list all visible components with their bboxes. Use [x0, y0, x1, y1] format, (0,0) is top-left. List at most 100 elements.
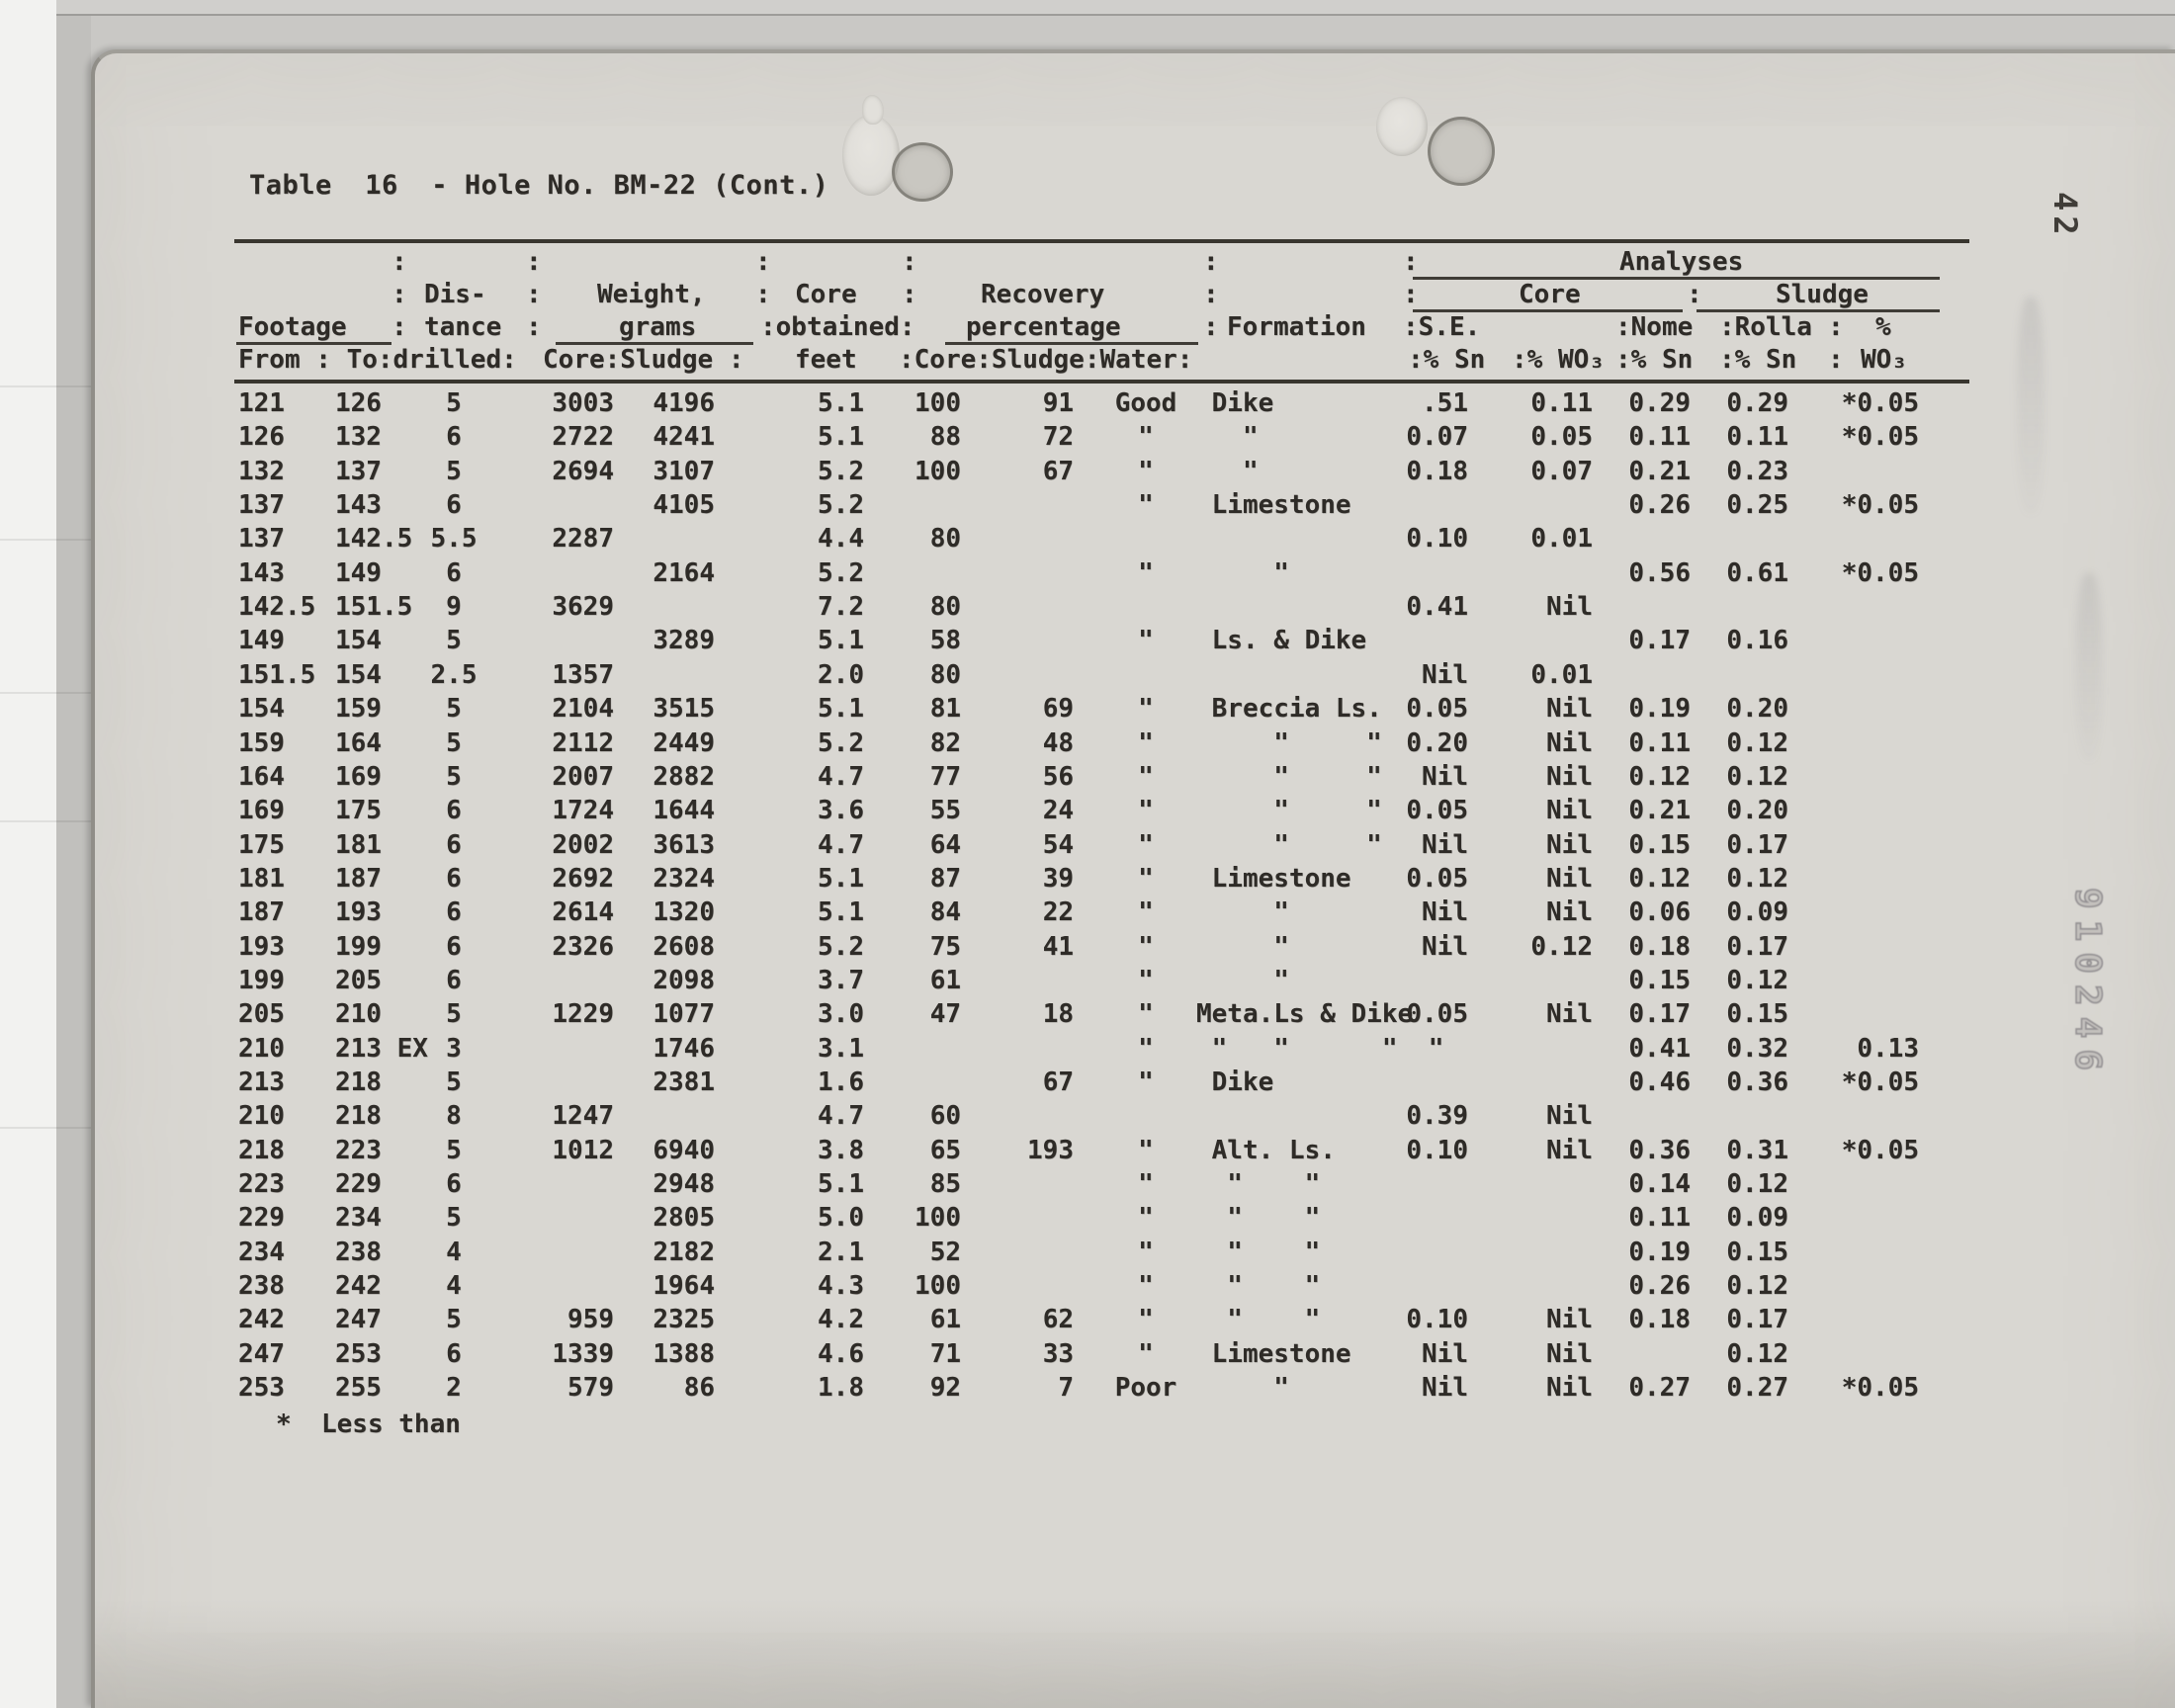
ink-stain-blob — [1376, 97, 1428, 156]
cell-from: 193 — [238, 931, 285, 962]
header-rule-top — [234, 239, 1969, 243]
cell-rolla-sn: 0.12 — [1726, 1271, 1788, 1302]
header-token: Footage — [238, 312, 347, 342]
header-token: : — [1687, 280, 1702, 309]
table-row: 213 218 5 2381 1.6 67 " Dike 0.46 0.36 *0.05 — [95, 1069, 2175, 1103]
cell-formation: Dike — [1196, 388, 1274, 418]
cell-from: 253 — [238, 1373, 285, 1404]
cell-core-wo3: 0.01 — [1530, 659, 1593, 690]
cell-sludge-grams: 4196 — [652, 388, 715, 418]
cell-core-grams: 3629 — [552, 592, 614, 623]
header-token: : — [526, 312, 542, 342]
cell-to: 164 — [335, 727, 382, 758]
cell-from: 137 — [238, 490, 285, 521]
cell-se-sn: 0.39 — [1406, 1101, 1468, 1132]
cell-distance: 3 — [446, 1033, 462, 1064]
cell-distance: 6 — [446, 1338, 462, 1369]
cell-core-wo3: Nil — [1546, 1338, 1593, 1369]
cell-feet: 5.2 — [818, 456, 864, 486]
cell-water: " — [1138, 965, 1154, 995]
cell-rolla-sn: 0.12 — [1726, 1338, 1788, 1369]
header-token: grams — [619, 312, 697, 342]
cell-core-wo3: Nil — [1546, 1101, 1593, 1132]
cell-distance: 5 — [446, 1203, 462, 1234]
cell-to: 154 — [335, 659, 382, 690]
cell-feet: 5.2 — [818, 931, 864, 962]
cell-core-wo3: Nil — [1546, 863, 1593, 894]
cell-nome-sn: 0.15 — [1628, 965, 1691, 995]
table-row: 149 154 5 3289 5.1 58 " Ls. & Dike 0.17 0.16 — [95, 628, 2175, 661]
header-token: feet — [795, 345, 857, 375]
cell-formation: Alt. Ls. — [1196, 1135, 1336, 1165]
cell-core-grams: 1012 — [552, 1135, 614, 1165]
cell-core-grams: 2007 — [552, 761, 614, 792]
header-token: : — [1203, 312, 1219, 342]
cell-rec-sludge: 18 — [1042, 999, 1074, 1030]
header-token: :Core:Sludge:Water: — [899, 345, 1193, 375]
scanner-streak — [0, 1127, 91, 1129]
header-token: : — [392, 312, 407, 342]
table-row: 247 253 6 1339 1388 4.6 71 33 " Limestone Nil Nil 0… — [95, 1341, 2175, 1375]
cell-formation: " " — [1196, 796, 1382, 826]
header-token: Analyses — [1619, 247, 1744, 277]
cell-water: " — [1138, 796, 1154, 826]
cell-rec-sludge: 7 — [1058, 1373, 1074, 1404]
cell-from: 247 — [238, 1338, 285, 1369]
cell-rolla-sn: 0.12 — [1726, 863, 1788, 894]
cell-water: " — [1138, 829, 1154, 860]
cell-distance: 9 — [446, 592, 462, 623]
cell-rolla-sn: 0.20 — [1726, 694, 1788, 725]
cell-rec-core: 82 — [929, 727, 961, 758]
cell-feet: 3.1 — [818, 1033, 864, 1064]
cell-core-wo3: Nil — [1546, 999, 1593, 1030]
cell-distance: 5 — [446, 727, 462, 758]
scanner-streak — [0, 385, 91, 387]
cell-nome-sn: 0.17 — [1628, 999, 1691, 1030]
cell-from: 238 — [238, 1271, 285, 1302]
cell-sludge-grams: 1077 — [652, 999, 715, 1030]
cell-core-wo3: 0.11 — [1530, 388, 1593, 418]
header-token: : — [755, 247, 771, 277]
table-row: 193 199 6 2326 2608 5.2 75 41 " " Nil 0.12 0.18 0.17 — [95, 934, 2175, 968]
cell-formation: " " — [1196, 1237, 1321, 1267]
header-token: Dis- — [424, 280, 486, 309]
cell-rec-core: 75 — [929, 931, 961, 962]
scanner-streak — [0, 820, 158, 822]
ink-stain-blob — [842, 115, 900, 196]
cell-se-sn: Nil — [1422, 931, 1468, 962]
cell-nome-sn: 0.41 — [1628, 1033, 1691, 1064]
cell-sludge-grams: 2805 — [652, 1203, 715, 1234]
cell-sludge-grams: 2948 — [652, 1169, 715, 1200]
cell-nome-sn: 0.12 — [1628, 761, 1691, 792]
cell-rec-core: 71 — [929, 1338, 961, 1369]
cell-to: 205 — [335, 965, 382, 995]
scanner-left-gray-strip — [56, 0, 91, 1708]
cell-rec-core: 77 — [929, 761, 961, 792]
cell-feet: 4.2 — [818, 1305, 864, 1335]
table-row: 151.5 154 2.5 1357 2.0 80 Nil 0.01 — [95, 662, 2175, 696]
cell-to: 229 — [335, 1169, 382, 1200]
cell-rolla-sn: 0.29 — [1726, 388, 1788, 418]
cell-formation: Meta.Ls & Dike — [1196, 999, 1414, 1030]
cell-sludge-wo3: *0.05 — [1841, 490, 1919, 521]
cell-sludge-grams: 2098 — [652, 965, 715, 995]
cell-sludge-grams: 2882 — [652, 761, 715, 792]
cell-core-grams: 2104 — [552, 694, 614, 725]
cell-from: 137 — [238, 524, 285, 555]
header-token: :% WO₃ — [1512, 345, 1605, 375]
cell-rolla-sn: 0.36 — [1726, 1068, 1788, 1097]
header-token: : — [1403, 280, 1419, 309]
table-row: 142.5 151.5 9 3629 7.2 80 0.41 Nil — [95, 594, 2175, 628]
header-token: :% Sn — [1615, 345, 1694, 375]
percentage-underline — [945, 342, 1198, 345]
cell-distance: 8 — [446, 1101, 462, 1132]
header-token: : — [1203, 247, 1219, 277]
cell-core-wo3: Nil — [1546, 796, 1593, 826]
cell-from: 164 — [238, 761, 285, 792]
cell-rec-sludge: 56 — [1042, 761, 1074, 792]
header-token: Recovery — [981, 280, 1105, 309]
cell-rec-sludge: 41 — [1042, 931, 1074, 962]
cell-sludge-grams: 1964 — [652, 1271, 715, 1302]
cell-water: Good — [1114, 388, 1177, 418]
cell-water: " — [1138, 863, 1154, 894]
